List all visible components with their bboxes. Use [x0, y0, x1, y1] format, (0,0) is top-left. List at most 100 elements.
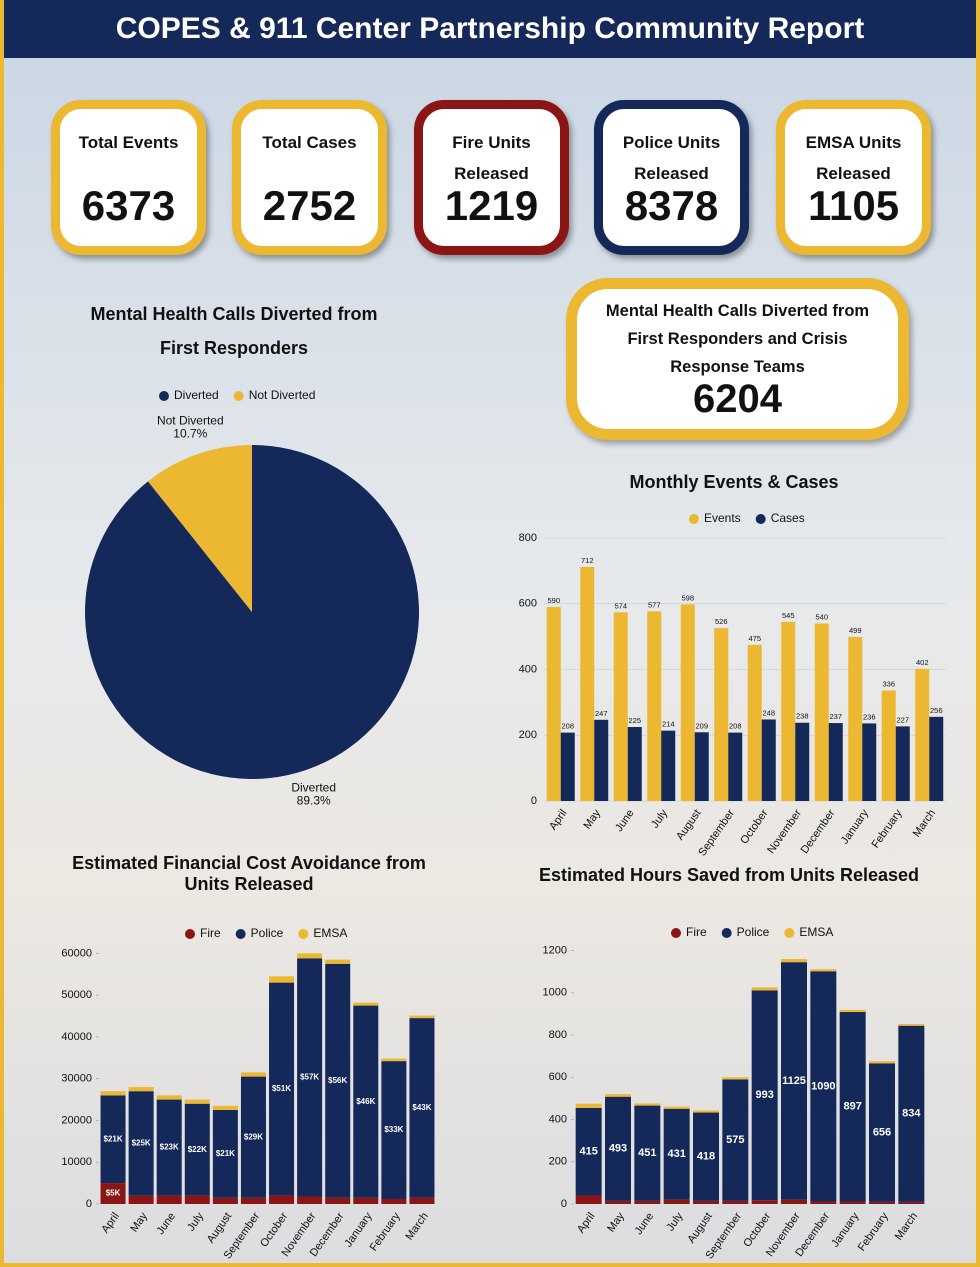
data-label: 227 [896, 715, 909, 724]
stat-card: Total Cases 2752 [232, 100, 387, 255]
stat-value: 8378 [624, 182, 719, 229]
bar-segment [575, 1103, 602, 1108]
data-label: $43K [412, 1103, 431, 1112]
bar [915, 668, 930, 801]
bar-segment [869, 1063, 895, 1202]
stat-value: 6373 [81, 182, 176, 229]
bar [747, 644, 762, 801]
data-label: 540 [815, 612, 828, 621]
data-label: $46K [356, 1097, 375, 1106]
data-label: 598 [681, 593, 694, 602]
x-tick-label: March [403, 1211, 430, 1243]
slice-value: 10.7% [173, 427, 207, 441]
bar-segment [781, 1199, 807, 1204]
stat-label: Fire Units Released [452, 133, 531, 183]
bar-segment [693, 1110, 719, 1113]
legend-marker [159, 391, 169, 401]
y-tick-label: 10000 [61, 1156, 92, 1168]
bar [714, 628, 729, 801]
legend-marker [689, 514, 699, 524]
bar [761, 719, 776, 801]
bar-segment [575, 1195, 602, 1204]
bar-segment [839, 1009, 866, 1013]
bar-segment [810, 1201, 837, 1204]
x-tick-label: May [128, 1210, 150, 1234]
legend-label: Fire [200, 926, 221, 940]
bar [848, 636, 863, 801]
bar [680, 604, 695, 801]
data-label: $22K [188, 1145, 207, 1154]
bar-segment [810, 969, 837, 972]
bar-segment [781, 959, 807, 963]
bar-segment [184, 1195, 210, 1204]
bar [814, 623, 829, 801]
legend-label: Police [251, 926, 284, 940]
bar-segment [409, 1197, 435, 1204]
stat-card: EMSA Units Released 1105 [776, 100, 931, 255]
x-tick-label: June [155, 1211, 179, 1237]
bar-segment [100, 1095, 126, 1184]
data-label: $21K [103, 1134, 122, 1143]
bar-segment [634, 1105, 661, 1201]
pie-slice [147, 445, 252, 612]
y-tick-label: 600 [549, 1071, 567, 1083]
x-tick-label: July [664, 1210, 685, 1233]
y-tick-label: 20000 [61, 1114, 92, 1126]
chart-title: Estimated Hours Saved from Units Release… [538, 865, 920, 885]
bar-segment [240, 1076, 266, 1198]
bar-segment [839, 1201, 866, 1204]
data-label: 237 [829, 712, 842, 721]
highlight-card: Mental Health Calls Diverted from First … [566, 278, 909, 440]
legend-label: Fire [686, 925, 707, 939]
bar [594, 719, 609, 801]
bar-segment [297, 958, 323, 1197]
stat-label: Police Units Released [622, 133, 721, 183]
bar-segment [128, 1091, 154, 1196]
legend-marker [233, 391, 244, 401]
y-tick-label: 40000 [61, 1031, 92, 1043]
x-tick-label: July [185, 1210, 206, 1233]
bar-segment [184, 1103, 210, 1196]
stat-card: Police Units Released 8378 [594, 100, 749, 255]
bar-segment [605, 1094, 631, 1097]
bar-segment [156, 1099, 182, 1196]
data-label: $25K [132, 1139, 151, 1148]
stat-label: Total Cases [262, 133, 357, 152]
bar-segment [325, 959, 351, 964]
bar-segment [751, 990, 778, 1201]
data-label: 575 [726, 1134, 744, 1146]
data-label: 451 [638, 1147, 656, 1159]
bar [560, 732, 575, 801]
bar-segment [325, 963, 351, 1198]
bar-segment [693, 1112, 719, 1201]
data-label: $51K [272, 1084, 291, 1093]
x-tick-label: March [911, 808, 938, 840]
y-tick-label: 60000 [61, 947, 92, 959]
bar-segment [325, 1197, 351, 1204]
bar-segment [128, 1195, 154, 1204]
legend-label: Diverted [174, 388, 219, 402]
stat-value: 1219 [444, 182, 539, 229]
x-tick-label: April [547, 808, 569, 833]
data-label: 712 [581, 556, 594, 565]
data-label: 214 [662, 720, 675, 729]
bar-segment [156, 1095, 182, 1100]
data-label: 545 [782, 611, 795, 620]
bar-segment [156, 1195, 182, 1204]
chart-title: Mental Health Calls Diverted from First … [90, 304, 378, 358]
stat-label: Total Events [78, 133, 179, 152]
data-label: $21K [216, 1149, 235, 1158]
bar [895, 726, 910, 801]
bar [694, 732, 709, 801]
stat-value: 1105 [807, 182, 900, 229]
data-label: 897 [843, 1101, 861, 1113]
bar-segment [898, 1201, 925, 1204]
legend-marker [298, 929, 309, 939]
x-tick-label: June [613, 808, 637, 834]
legend-marker [755, 514, 766, 524]
y-tick-label: 50000 [61, 989, 92, 1001]
bar-segment [693, 1200, 719, 1204]
bar-segment [663, 1108, 690, 1200]
highlight-label: Mental Health Calls Diverted from First … [605, 302, 870, 376]
pie-slice [84, 445, 419, 779]
